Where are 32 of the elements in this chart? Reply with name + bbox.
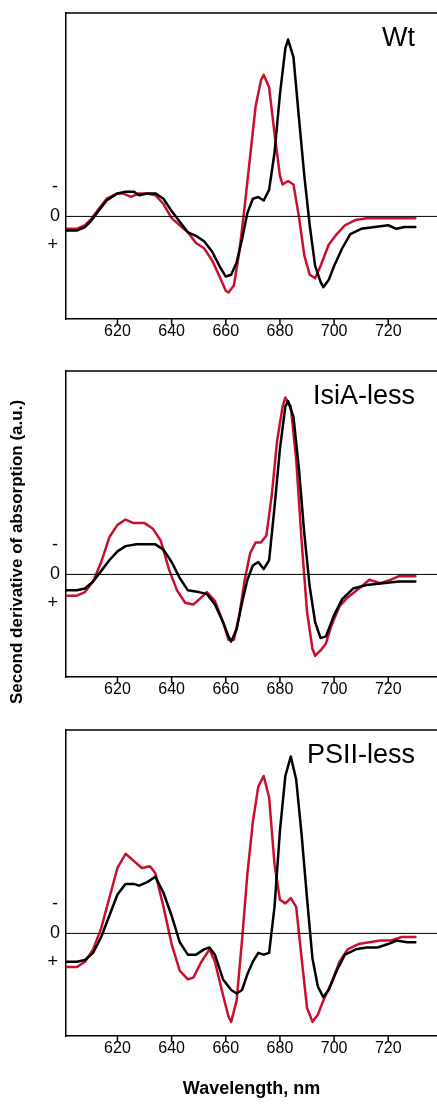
chart-title: IsiA-less (312, 379, 415, 410)
text: - (52, 176, 58, 197)
text: - (52, 534, 58, 555)
chart-title: PSII-less (306, 738, 415, 769)
x-tick-label: 640 (158, 322, 186, 340)
x-tick-label: 620 (104, 680, 131, 698)
x-axis-title: Wavelength, nm (182, 1078, 321, 1099)
x-tick-label: 680 (266, 322, 294, 340)
x-tick-label: 680 (266, 1039, 294, 1057)
x-tick-label: 720 (374, 680, 402, 698)
text: + (47, 951, 58, 972)
x-tick-label: 620 (104, 1039, 131, 1057)
x-tick-label: 700 (320, 322, 348, 340)
x-tick-label: 660 (212, 322, 240, 340)
x-tick-label: 680 (266, 680, 294, 698)
text: - (52, 893, 58, 914)
text: + (47, 592, 58, 613)
x-tick-label: 700 (320, 1039, 348, 1057)
x-tick-label: 660 (212, 680, 240, 698)
text: + (47, 234, 58, 255)
ref-line-label: 0 (49, 205, 60, 226)
x-tick-label: 660 (212, 1039, 240, 1057)
x-tick-label: 720 (374, 1039, 402, 1057)
x-tick-label: 620 (104, 322, 131, 340)
chart-title: Wt (382, 21, 416, 52)
ref-line-label: 0 (49, 563, 60, 584)
ref-line-label: 0 (49, 922, 60, 943)
y-axis-title: Second derivative of absorption (a.u.) (7, 399, 27, 705)
x-tick-label: 700 (320, 680, 348, 698)
x-tick-label: 640 (158, 1039, 186, 1057)
x-tick-label: 640 (158, 680, 186, 698)
x-tick-label: 720 (374, 322, 402, 340)
